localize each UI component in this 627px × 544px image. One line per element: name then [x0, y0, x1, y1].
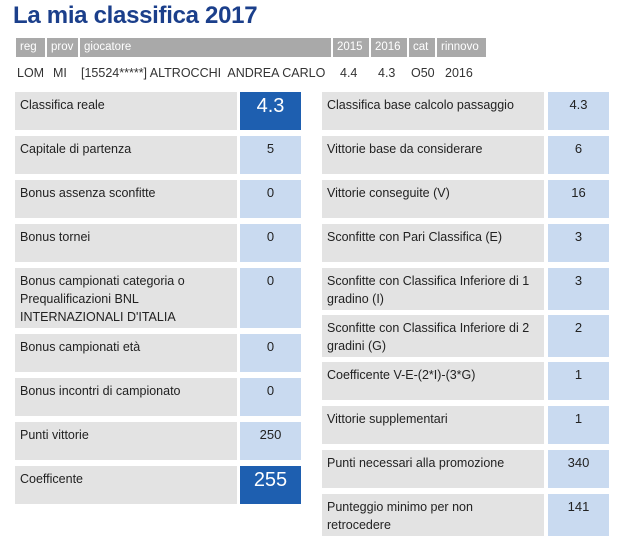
left-label-classifica-reale: Classifica reale	[15, 92, 237, 130]
left-value-punti-vittorie: 250	[240, 422, 301, 460]
left-value-capitale-partenza: 5	[240, 136, 301, 174]
player-cat: O50	[411, 66, 435, 80]
col-header-reg: reg	[16, 38, 45, 57]
player-reg: LOM	[17, 66, 45, 80]
left-label-capitale-partenza: Capitale di partenza	[15, 136, 237, 174]
right-value-sconfitte-inferiore-1: 3	[548, 268, 609, 310]
right-label-sconfitte-inferiore-2: Sconfitte con Classifica Inferiore di 2 …	[322, 315, 544, 357]
right-label-vittorie-conseguite: Vittorie conseguite (V)	[322, 180, 544, 218]
left-value-bonus-campionati-eta: 0	[240, 334, 301, 372]
col-header-prov: prov	[47, 38, 78, 57]
player-2016: 4.3	[378, 66, 396, 80]
right-value-punteggio-minimo: 141	[548, 494, 609, 536]
player-prov: MI	[53, 66, 67, 80]
right-label-classifica-base: Classifica base calcolo passaggio	[322, 92, 544, 130]
left-label-coefficente: Coefficente	[15, 466, 237, 504]
player-name: [15524*****] ALTROCCHI ANDREA CARLO	[81, 66, 326, 80]
left-value-bonus-tornei: 0	[240, 224, 301, 262]
left-label-bonus-assenza-sconfitte: Bonus assenza sconfitte	[15, 180, 237, 218]
left-label-punti-vittorie: Punti vittorie	[15, 422, 237, 460]
right-value-vittorie-supplementari: 1	[548, 406, 609, 444]
col-header-2016: 2016	[371, 38, 407, 57]
left-value-classifica-reale: 4.3	[240, 92, 301, 130]
col-header-2015: 2015	[333, 38, 369, 57]
left-value-bonus-campionati-categoria: 0	[240, 268, 301, 328]
right-value-sconfitte-pari: 3	[548, 224, 609, 262]
left-label-bonus-tornei: Bonus tornei	[15, 224, 237, 262]
player-2015: 4.4	[340, 66, 358, 80]
left-label-bonus-incontri: Bonus incontri di campionato	[15, 378, 237, 416]
right-label-coefficente-formula: Coefficente V-E-(2*I)-(3*G)	[322, 362, 544, 400]
col-header-giocatore: giocatore	[80, 38, 331, 57]
right-label-vittorie-base: Vittorie base da considerare	[322, 136, 544, 174]
right-label-sconfitte-pari: Sconfitte con Pari Classifica (E)	[322, 224, 544, 262]
left-label-bonus-campionati-categoria: Bonus campionati categoria o Prequalific…	[15, 268, 237, 328]
left-value-bonus-incontri: 0	[240, 378, 301, 416]
right-label-vittorie-supplementari: Vittorie supplementari	[322, 406, 544, 444]
right-value-vittorie-base: 6	[548, 136, 609, 174]
right-label-punteggio-minimo: Punteggio minimo per non retrocedere	[322, 494, 544, 536]
right-value-sconfitte-inferiore-2: 2	[548, 315, 609, 357]
right-value-punti-promozione: 340	[548, 450, 609, 488]
player-rinnovo: 2016	[445, 66, 473, 80]
right-value-classifica-base: 4.3	[548, 92, 609, 130]
col-header-cat: cat	[409, 38, 435, 57]
right-value-vittorie-conseguite: 16	[548, 180, 609, 218]
left-value-coefficente: 255	[240, 466, 301, 504]
left-label-bonus-campionati-eta: Bonus campionati età	[15, 334, 237, 372]
col-header-rinnovo: rinnovo	[437, 38, 486, 57]
right-label-punti-promozione: Punti necessari alla promozione	[322, 450, 544, 488]
right-value-coefficente-formula: 1	[548, 362, 609, 400]
right-label-sconfitte-inferiore-1: Sconfitte con Classifica Inferiore di 1 …	[322, 268, 544, 310]
page-title: La mia classifica 2017	[13, 2, 258, 29]
left-value-bonus-assenza-sconfitte: 0	[240, 180, 301, 218]
